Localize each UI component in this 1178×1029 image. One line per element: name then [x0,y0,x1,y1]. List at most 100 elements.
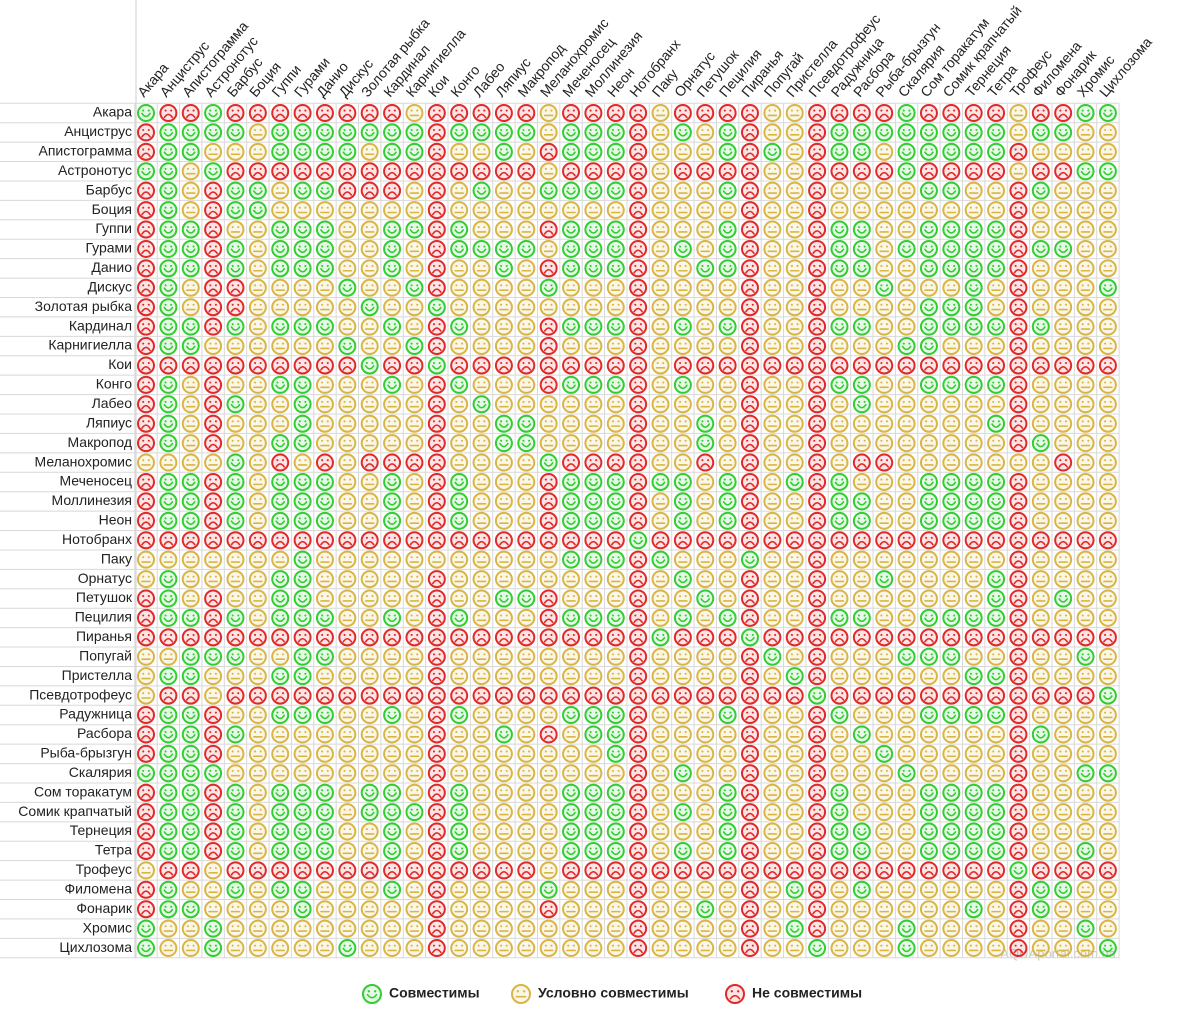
face-eye [746,440,748,442]
face-eye [545,304,547,306]
face-circle [496,105,512,121]
face-eye [813,479,815,481]
face-eye [634,440,636,442]
face-eye [841,168,843,170]
face-circle [406,416,422,432]
face-eye [791,517,793,519]
face-eye [215,517,217,519]
face-eye [148,459,150,461]
face-eye [1104,226,1106,228]
face-eye [612,284,614,286]
face-eye [752,168,754,170]
face-eye [506,246,508,248]
face-circle [764,202,780,218]
compatibility-cell [1100,260,1116,276]
face-eye [148,440,150,442]
face-eye [165,246,167,248]
face-eye [282,323,284,325]
face-eye [701,479,703,481]
compatibility-cell [272,183,288,199]
face-eye [729,187,731,189]
compatibility-cell [608,299,624,315]
row-label: Анциструс [64,123,132,139]
face-eye [992,381,994,383]
face-eye [886,343,888,345]
face-eye [796,343,798,345]
compatibility-cell [496,105,512,121]
face-eye [215,323,217,325]
face-eye [618,226,620,228]
face-eye [595,323,597,325]
face-circle [675,377,691,393]
face-eye [618,517,620,519]
face-eye [500,265,502,267]
face-circle [943,319,959,335]
face-eye [880,440,882,442]
compatibility-cell [563,280,579,296]
face-eye [209,323,211,325]
face-circle [183,416,199,432]
face-eye [1065,284,1067,286]
face-eye [321,226,323,228]
compatibility-cell [138,357,154,373]
face-eye [500,401,502,403]
face-eye [858,168,860,170]
face-eye [260,498,262,500]
face-circle [1100,396,1116,412]
face-eye [685,207,687,209]
face-circle [496,455,512,471]
face-eye [796,517,798,519]
compatibility-cell [1055,416,1071,432]
compatibility-cell [831,280,847,296]
face-eye [880,148,882,150]
compatibility-cell [697,319,713,335]
face-eye [461,401,463,403]
face-eye [545,110,547,112]
face-eye [254,246,256,248]
face-eye [796,381,798,383]
compatibility-cell [585,377,601,393]
face-eye [411,343,413,345]
face-circle [831,222,847,238]
compatibility-cell [854,222,870,238]
face-eye [612,343,614,345]
compatibility-cell [563,299,579,315]
face-eye [522,226,524,228]
compatibility-cell [563,260,579,276]
compatibility-cell [295,357,311,373]
face-eye [148,110,150,112]
face-eye [662,187,664,189]
face-circle [876,319,892,335]
compatibility-cell [474,493,490,509]
face-circle [518,377,534,393]
face-eye [724,129,726,131]
face-eye [411,362,413,364]
face-circle [1033,319,1049,335]
face-eye [573,323,575,325]
face-eye [209,479,211,481]
compatibility-cell [272,338,288,354]
face-eye [1059,479,1061,481]
face-eye [612,420,614,422]
compatibility-cell [272,435,288,451]
face-eye [282,304,284,306]
compatibility-cell [943,513,959,529]
face-eye [970,459,972,461]
face-eye [1104,129,1106,131]
face-circle [899,280,915,296]
face-eye [276,459,278,461]
face-eye [433,246,435,248]
face-circle [720,416,736,432]
face-eye [455,517,457,519]
face-circle [720,493,736,509]
face-eye [165,129,167,131]
face-eye [1020,168,1022,170]
face-circle [899,319,915,335]
compatibility-cell [1100,416,1116,432]
face-circle [966,377,982,393]
face-eye [366,129,368,131]
face-eye [657,401,659,403]
face-eye [947,168,949,170]
compatibility-cell [1055,513,1071,529]
compatibility-cell [854,435,870,451]
